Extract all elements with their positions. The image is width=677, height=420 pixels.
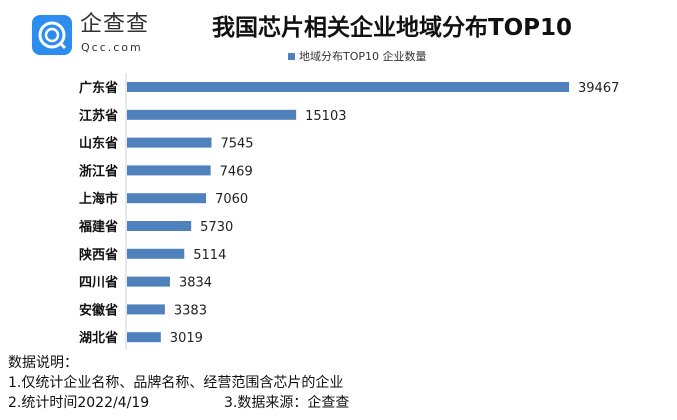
legend-swatch	[288, 53, 295, 60]
notes-line2: 2.统计时间2022/4/19	[8, 395, 150, 411]
data-label: 5114	[193, 248, 226, 263]
data-label: 7545	[220, 137, 253, 152]
category-label: 浙江省	[79, 163, 118, 179]
bar	[127, 221, 192, 231]
category-label: 福建省	[78, 219, 118, 235]
bar	[127, 165, 211, 176]
category-label: 广东省	[79, 80, 118, 96]
notes-line3: 3.数据来源：企查查	[224, 395, 350, 411]
bar	[127, 137, 212, 148]
bar	[127, 304, 165, 315]
data-label: 3834	[179, 276, 212, 291]
bar	[127, 248, 185, 259]
category-label: 陕西省	[79, 247, 118, 263]
data-label: 39467	[578, 81, 619, 96]
chart-title: 我国芯片相关企业地域分布TOP10	[211, 15, 573, 41]
qcc-logo-icon	[32, 15, 72, 55]
notes-line1: 1.仅统计企业名称、品牌名称、经营范围含芯片的企业	[8, 375, 344, 391]
notes-heading: 数据说明：	[8, 355, 78, 371]
bar-chart: 广东省 39467 江苏省 15103 山东省 7545 浙江省 7469 上海市 7060 福建省…	[78, 73, 619, 350]
bar	[127, 332, 161, 343]
data-label: 3019	[170, 331, 203, 346]
data-label: 3383	[174, 303, 207, 318]
legend: 地域分布TOP10 企业数量	[288, 50, 427, 63]
bar	[127, 82, 569, 92]
category-label: 上海市	[79, 191, 118, 207]
data-label: 7469	[220, 164, 253, 179]
category-label: 安徽省	[79, 302, 118, 318]
data-label: 15103	[305, 109, 346, 124]
bar	[127, 276, 170, 287]
bar	[127, 109, 297, 120]
category-label: 江苏省	[79, 108, 118, 124]
category-label: 山东省	[79, 136, 118, 152]
data-label: 7060	[215, 192, 248, 207]
data-notes: 数据说明： 1.仅统计企业名称、品牌名称、经营范围含芯片的企业 2.统计时间20…	[8, 353, 349, 413]
bar	[127, 193, 207, 204]
category-label: 四川省	[79, 275, 118, 291]
logo-text: 企查查	[80, 12, 150, 37]
logo-domain: Qcc.com	[81, 41, 143, 54]
data-label: 5730	[200, 220, 233, 235]
legend-label: 地域分布TOP10 企业数量	[299, 50, 427, 63]
category-label: 湖北省	[79, 330, 118, 346]
